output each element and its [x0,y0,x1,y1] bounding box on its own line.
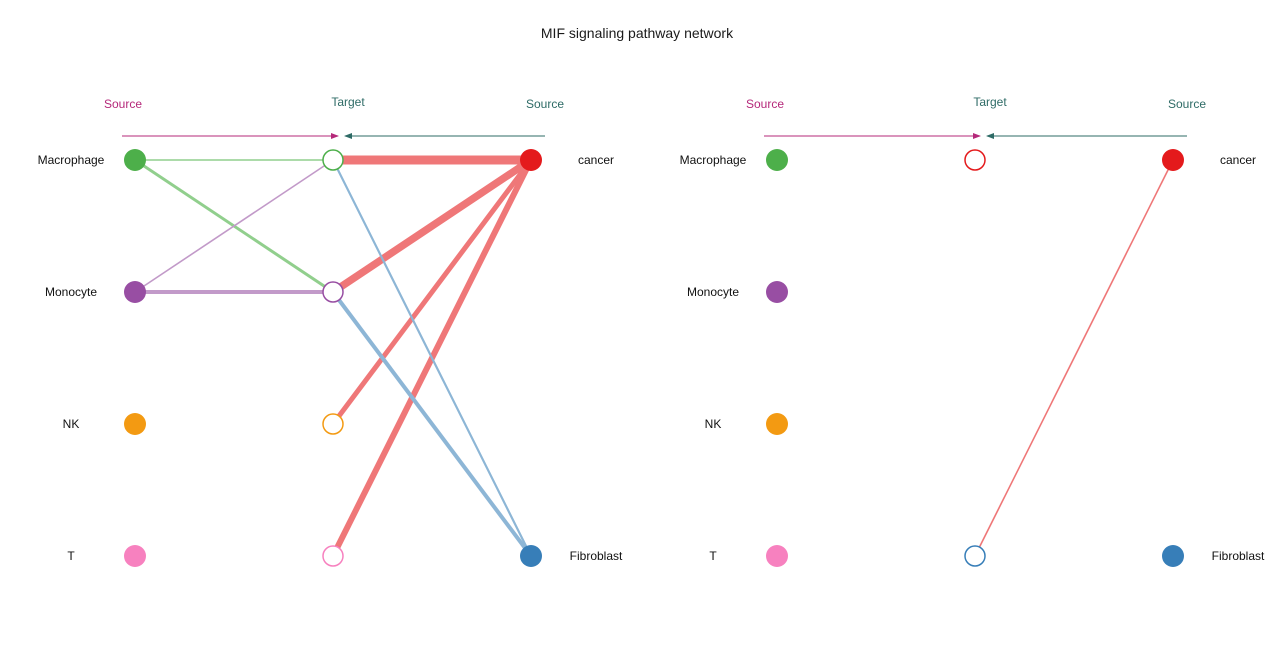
node-source-macrophage [766,149,788,171]
node-source-macrophage [124,149,146,171]
edges [974,159,1174,557]
label-monocyte: Monocyte [45,285,97,299]
label-fibroblast: Fibroblast [1212,549,1265,563]
node-target-fibroblast [964,545,986,567]
node-source-t [766,545,788,567]
node-source-right-fibroblast [520,545,542,567]
node-target-monocyte [322,281,344,303]
header-target: Target [973,95,1007,109]
label-cancer: cancer [578,153,614,167]
edge-fibroblast-to-monocyte [331,290,533,558]
panel-left: Source Target Source Macrophage Monocyte NK Tc… [38,95,623,567]
label-t: T [709,549,717,563]
node-source-monocyte [766,281,788,303]
edge-cancer-to-nk [331,158,533,426]
node-source-monocyte [124,281,146,303]
node-target-cancer [964,149,986,171]
node-source-nk [766,413,788,435]
node-source-right-cancer [1162,149,1184,171]
edge-cancer-to-fibroblast [974,159,1174,557]
header-source-left: Source [746,97,784,111]
panel-right: Source Target Source Macrophage Monocyte NK Tc… [680,95,1265,567]
label-fibroblast: Fibroblast [570,549,623,563]
header-target: Target [331,95,365,109]
edges [134,155,534,558]
header-source-right: Source [526,97,564,111]
node-source-t [124,545,146,567]
node-source-right-cancer [520,149,542,171]
label-monocyte: Monocyte [687,285,739,299]
edge-cancer-to-monocyte [330,156,534,296]
label-nk: NK [63,417,80,431]
label-cancer: cancer [1220,153,1256,167]
node-source-right-fibroblast [1162,545,1184,567]
header-source-right: Source [1168,97,1206,111]
header-source-left: Source [104,97,142,111]
label-macrophage: Macrophage [680,153,747,167]
edge-fibroblast-to-macrophage [332,159,532,557]
label-nk: NK [705,417,722,431]
node-target-t [322,545,344,567]
node-source-nk [124,413,146,435]
diagram-title: MIF signaling pathway network [541,25,734,41]
node-target-nk [322,413,344,435]
label-macrophage: Macrophage [38,153,105,167]
node-target-macrophage [322,149,344,171]
edge-monocyte-to-macrophage [134,159,334,293]
label-t: T [67,549,75,563]
